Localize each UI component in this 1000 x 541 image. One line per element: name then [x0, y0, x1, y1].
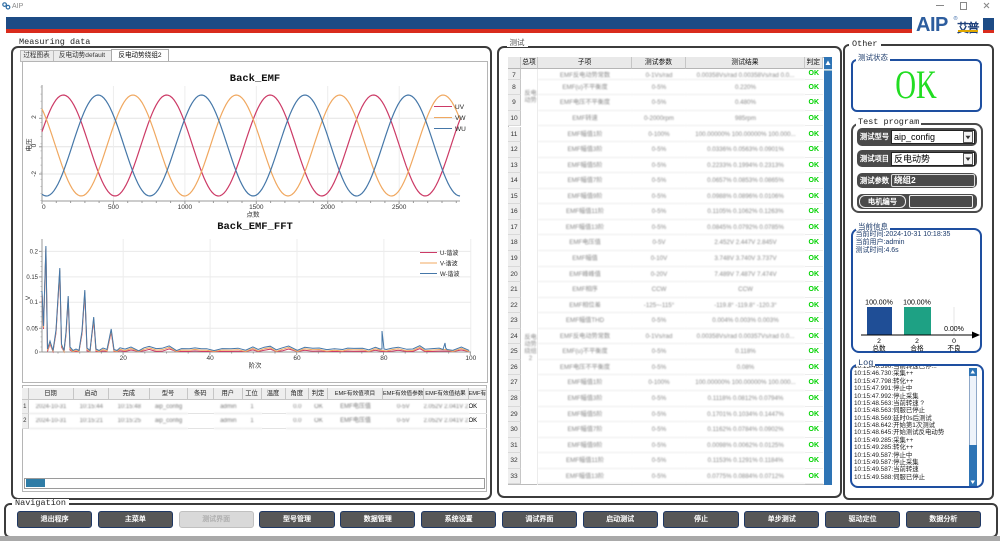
svg-text:阶次: 阶次: [249, 361, 263, 370]
svg-text:-2: -2: [31, 171, 38, 177]
svg-text:2000: 2000: [320, 204, 335, 211]
svg-text:100.00%: 100.00%: [903, 300, 931, 307]
svg-text:1000: 1000: [178, 204, 193, 211]
svg-text:V: V: [25, 295, 32, 300]
svg-text:0.1: 0.1: [30, 300, 39, 306]
svg-text:0: 0: [35, 350, 39, 356]
svg-text:2500: 2500: [392, 204, 407, 211]
svg-text:电压: 电压: [24, 138, 33, 152]
svg-text:UV: UV: [455, 104, 465, 111]
svg-text:Back_EMF: Back_EMF: [230, 73, 280, 85]
svg-text:W-谐波: W-谐波: [440, 270, 460, 278]
svg-text:1500: 1500: [249, 204, 264, 211]
svg-text:总数: 总数: [872, 344, 886, 353]
svg-text:100: 100: [465, 355, 476, 362]
svg-text:0.2: 0.2: [30, 249, 39, 255]
svg-text:V-谐波: V-谐波: [440, 260, 458, 268]
svg-text:0.15: 0.15: [26, 275, 38, 281]
svg-text:不良: 不良: [947, 344, 961, 353]
svg-text:U-谐波: U-谐波: [440, 249, 458, 257]
svg-text:0.00%: 0.00%: [944, 326, 964, 333]
svg-text:0: 0: [952, 338, 956, 345]
svg-text:20: 20: [120, 355, 128, 362]
svg-text:Back_EMF_FFT: Back_EMF_FFT: [217, 221, 293, 233]
svg-text:0: 0: [42, 204, 46, 211]
svg-text:点数: 点数: [247, 210, 261, 219]
svg-text:0: 0: [31, 143, 38, 147]
svg-text:80: 80: [380, 355, 388, 362]
svg-text:100.00%: 100.00%: [865, 300, 893, 307]
svg-text:2: 2: [877, 338, 881, 345]
svg-text:2: 2: [915, 338, 919, 345]
svg-text:40: 40: [206, 355, 214, 362]
svg-text:2: 2: [31, 115, 38, 119]
svg-text:VW: VW: [455, 115, 466, 122]
svg-text:合格: 合格: [910, 344, 924, 353]
svg-text:0.05: 0.05: [26, 326, 38, 332]
svg-text:60: 60: [293, 355, 301, 362]
svg-text:WU: WU: [455, 126, 466, 133]
svg-text:500: 500: [108, 204, 119, 211]
